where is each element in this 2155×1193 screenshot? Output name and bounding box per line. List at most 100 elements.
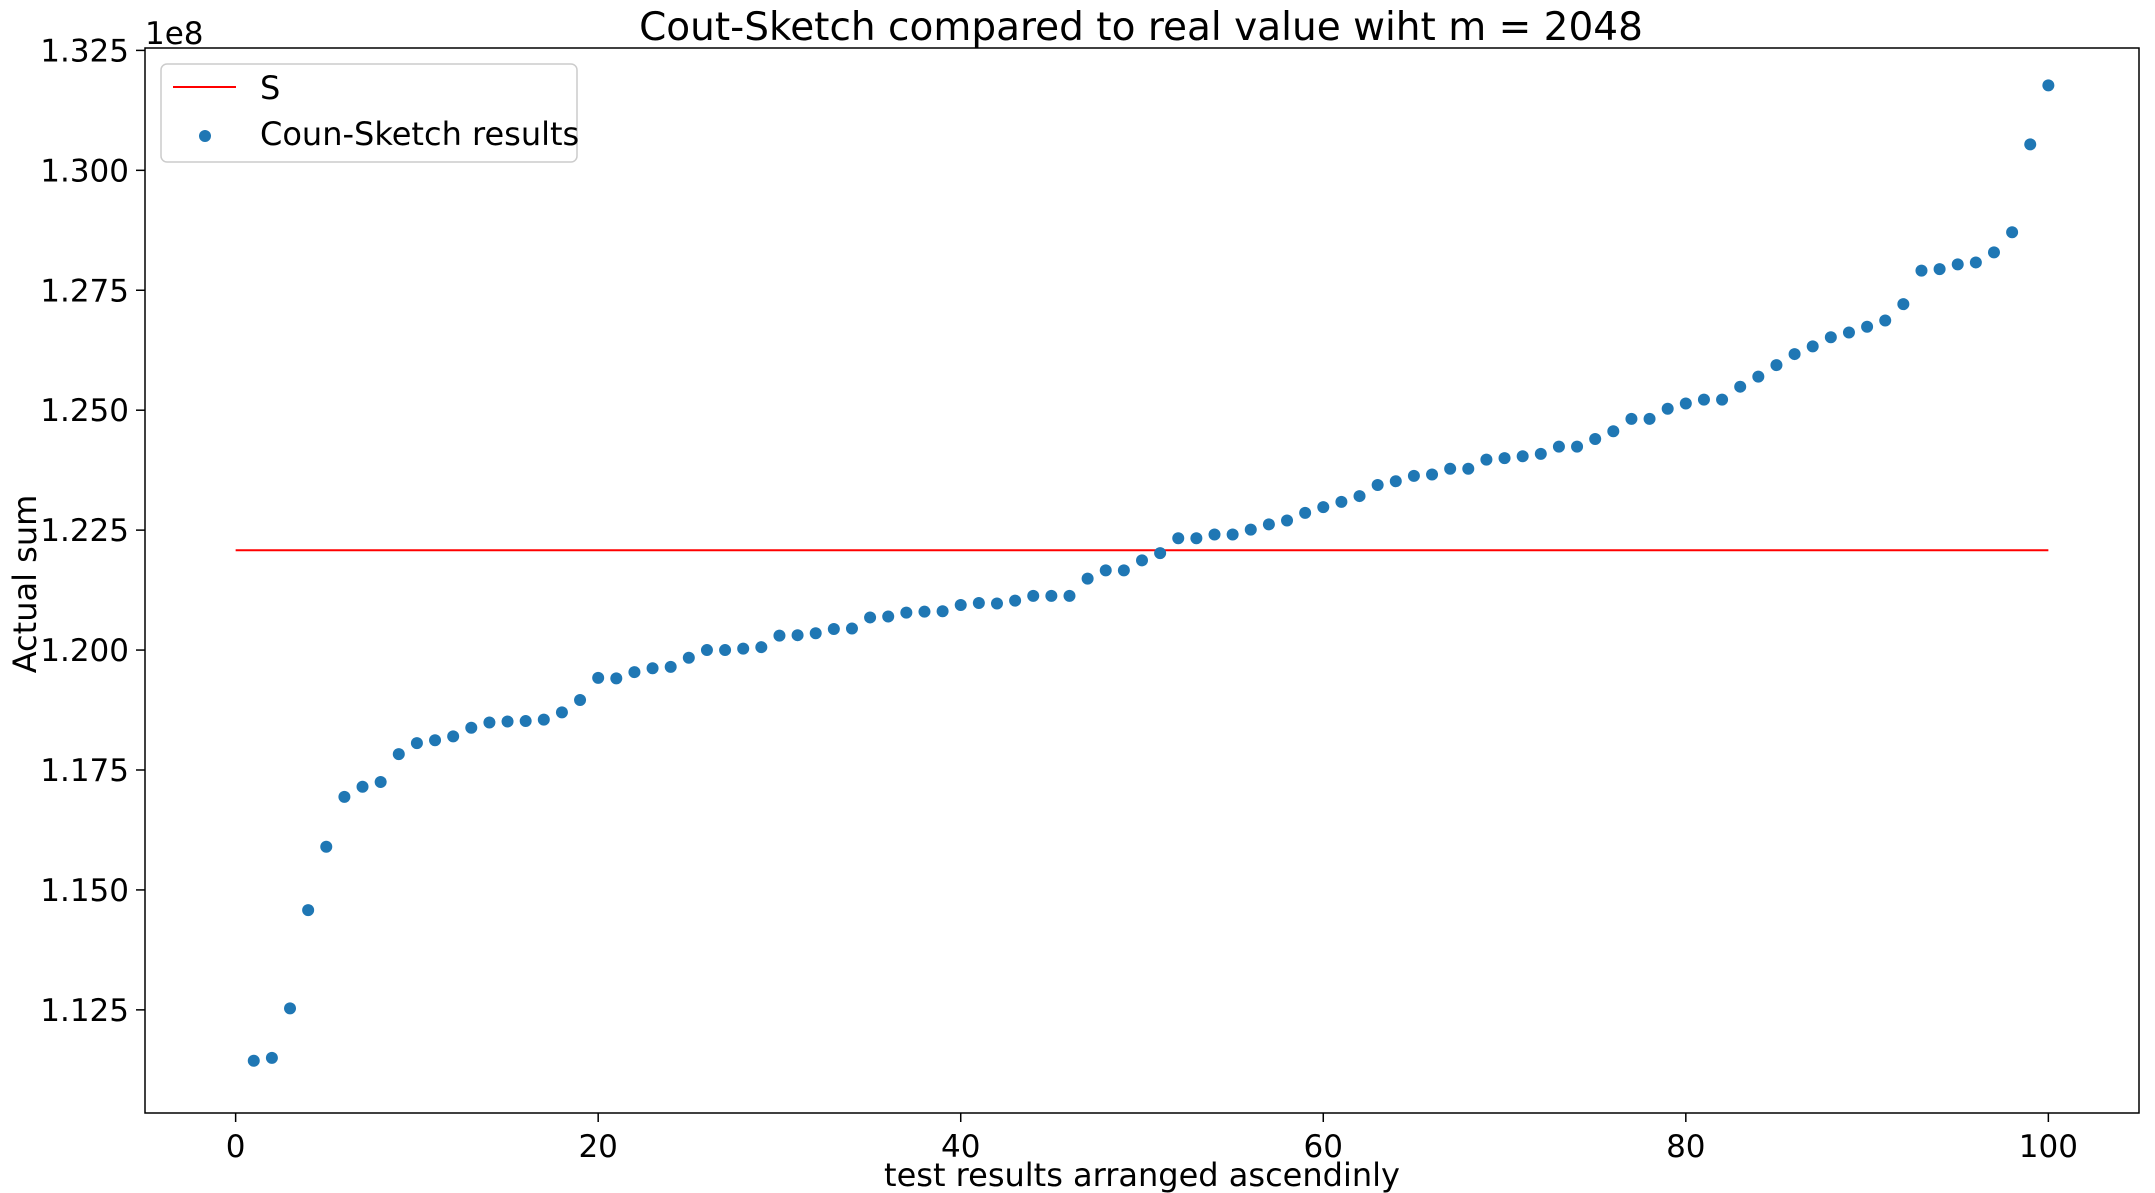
scatter-point: [1915, 264, 1928, 277]
scatter-point: [574, 693, 587, 706]
scatter-point: [1987, 246, 2000, 259]
y-tick-label: 1.175: [40, 753, 129, 789]
scatter-point: [1897, 298, 1910, 311]
scatter-point: [664, 660, 677, 673]
y-tick-label: 1.150: [40, 873, 129, 909]
scatter-point: [1335, 495, 1348, 508]
scatter-point: [1226, 528, 1239, 541]
scatter-point: [265, 1051, 278, 1064]
chart-title: Cout-Sketch compared to real value wiht …: [639, 5, 1643, 50]
scatter-point: [501, 715, 514, 728]
scatter-point: [1462, 462, 1475, 475]
scatter-point: [1516, 450, 1529, 463]
scatter-point: [1607, 425, 1620, 438]
scatter-point: [1661, 402, 1674, 415]
legend-box: [160, 63, 578, 163]
scatter-point: [519, 715, 532, 728]
scatter-point: [374, 775, 387, 788]
scatter-point: [809, 627, 822, 640]
scatter-point: [1063, 589, 1076, 602]
scatter-point: [972, 597, 985, 610]
x-axis-label: test results arranged ascendinly: [884, 1156, 1400, 1193]
scatter-point: [1879, 314, 1892, 327]
plot-area: [235, 79, 2055, 1067]
x-axis-ticks: 0 20 40 60 80 100: [226, 1113, 2078, 1165]
scatter-point: [791, 629, 804, 642]
legend-label-scatter: Coun-Sketch results: [260, 115, 579, 153]
scatter-point: [338, 790, 351, 803]
x-tick-label: 0: [226, 1129, 246, 1165]
scatter-point: [320, 840, 333, 853]
scatter-point: [1099, 564, 1112, 577]
scatter-point: [592, 671, 605, 684]
x-tick-label: 40: [941, 1129, 980, 1165]
y-axis-ticks: 1.125 1.150 1.175 1.200 1.225 1.250 1.275 1.300…: [40, 33, 145, 1029]
scatter-point: [1734, 380, 1747, 393]
scatter-point: [537, 713, 550, 726]
scatter-point: [2006, 226, 2019, 239]
y-tick-label: 1.250: [40, 393, 129, 429]
scatter-point: [845, 622, 858, 635]
y-tick-label: 1.125: [40, 993, 129, 1029]
scatter-point: [1806, 340, 1819, 353]
scatter-point: [918, 605, 931, 618]
scatter-point: [737, 642, 750, 655]
scatter-point: [936, 605, 949, 618]
y-tick-label: 1.225: [40, 513, 129, 549]
y-tick-label: 1.300: [40, 153, 129, 189]
scatter-point: [682, 651, 695, 664]
legend: S Coun-Sketch results: [160, 63, 579, 163]
y-tick-label: 1.275: [40, 273, 129, 309]
y-axis-label: Actual sum: [6, 495, 44, 674]
scatter-point: [1842, 326, 1855, 339]
scatter-point: [610, 672, 623, 685]
scatter-point: [392, 748, 405, 761]
scatter-point: [1951, 258, 1964, 271]
y-tick-label: 1.200: [40, 633, 129, 669]
scatter-point: [555, 706, 568, 719]
scatter-point: [864, 611, 877, 624]
scatter-point: [1625, 412, 1638, 425]
scatter-point: [1697, 393, 1710, 406]
scatter-point: [755, 641, 768, 654]
scatter-point: [1081, 572, 1094, 585]
scatter-point: [1262, 518, 1275, 531]
scatter-point: [1208, 528, 1221, 541]
scatter-point: [1534, 447, 1547, 460]
scatter-point: [247, 1054, 260, 1067]
scatter-point: [1589, 432, 1602, 445]
y-axis-offset-label: 1e8: [145, 16, 204, 52]
scatter-point: [302, 904, 315, 917]
scatter-point: [1117, 564, 1130, 577]
scatter-point: [465, 721, 478, 734]
scatter-point: [827, 622, 840, 635]
scatter-point: [1969, 256, 1982, 269]
scatter-point: [1752, 370, 1765, 383]
scatter-point: [1407, 469, 1420, 482]
scatter-point: [1154, 547, 1167, 560]
scatter-point: [1009, 594, 1022, 607]
scatter-point: [483, 716, 496, 729]
scatter-point: [429, 734, 442, 747]
scatter-point: [990, 597, 1003, 610]
scatter-point: [1643, 412, 1656, 425]
scatter-point: [1426, 468, 1439, 481]
scatter-point: [356, 780, 369, 793]
x-tick-label: 80: [1666, 1129, 1705, 1165]
scatter-point: [410, 737, 423, 750]
scatter-point: [1498, 452, 1511, 465]
scatter-point: [1045, 589, 1058, 602]
scatter-point: [1824, 331, 1837, 344]
scatter-point: [1679, 397, 1692, 410]
scatter-point: [1788, 348, 1801, 361]
scatter-point: [900, 606, 913, 619]
scatter-point: [2024, 138, 2037, 151]
scatter-point: [284, 1002, 297, 1015]
scatter-point: [773, 629, 786, 642]
legend-label-line: S: [260, 69, 280, 107]
scatter-point: [1933, 263, 1946, 276]
scatter-point: [1371, 479, 1384, 492]
scatter-point: [1389, 475, 1402, 488]
scatter-point: [1172, 532, 1185, 545]
